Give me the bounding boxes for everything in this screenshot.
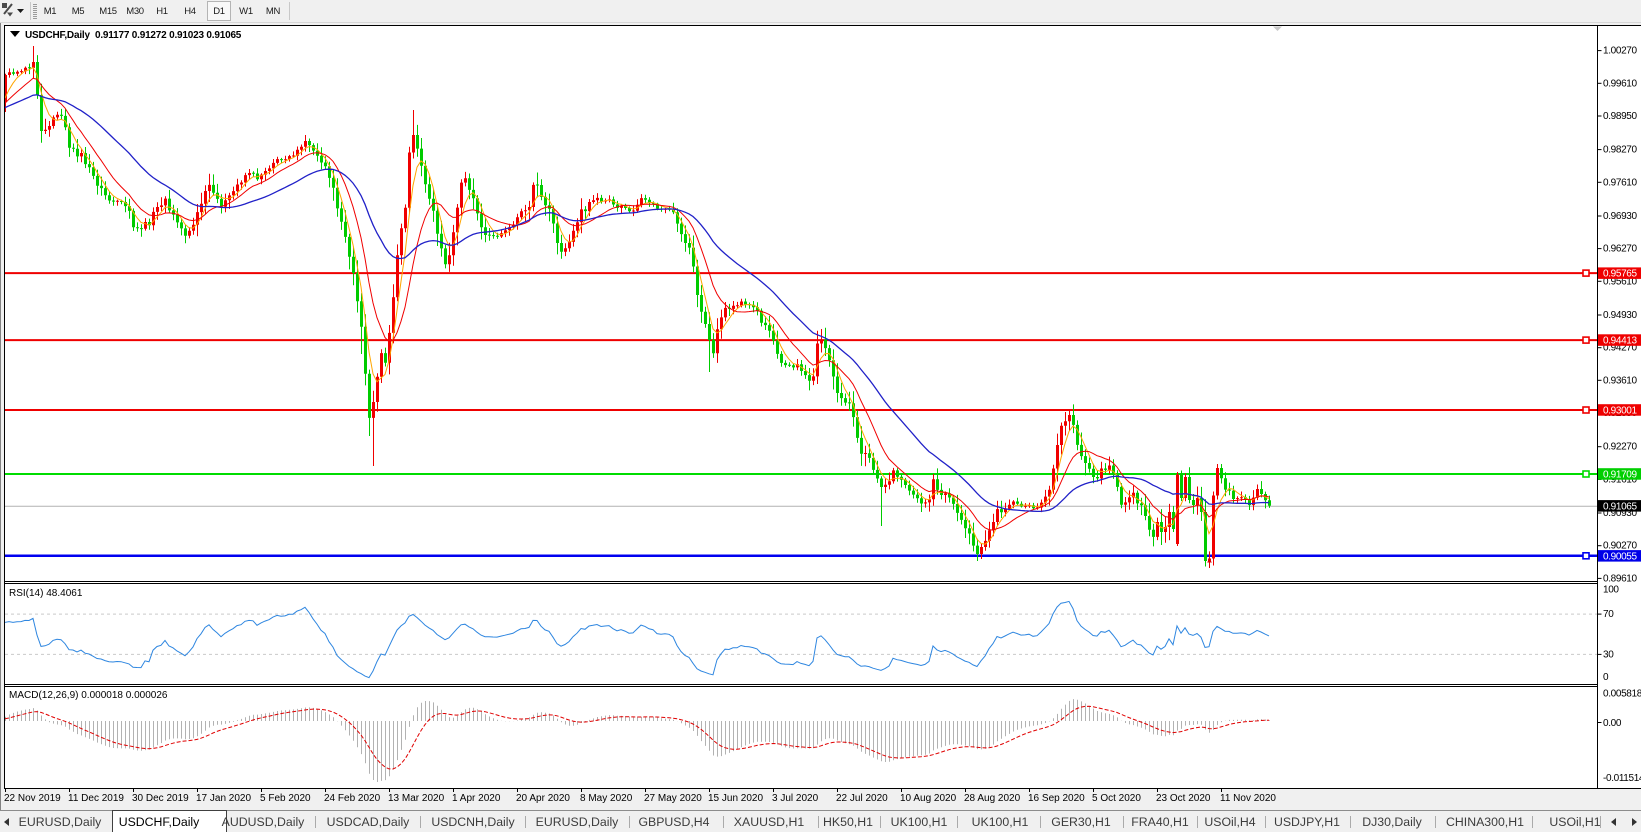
svg-text:0.95610: 0.95610	[1603, 276, 1637, 287]
svg-text:-0.011514: -0.011514	[1603, 773, 1641, 784]
svg-text:13 Mar 2020: 13 Mar 2020	[388, 793, 445, 804]
svg-text:0.93610: 0.93610	[1603, 375, 1637, 386]
svg-text:0.98270: 0.98270	[1603, 145, 1637, 156]
svg-text:16 Sep 2020: 16 Sep 2020	[1028, 793, 1085, 804]
svg-text:3 Jul 2020: 3 Jul 2020	[772, 793, 819, 804]
svg-text:0.96270: 0.96270	[1603, 244, 1637, 255]
svg-text:27 May 2020: 27 May 2020	[644, 793, 702, 804]
svg-text:0.90055: 0.90055	[1603, 551, 1637, 562]
svg-text:0.94270: 0.94270	[1603, 343, 1637, 354]
svg-text:17 Jan 2020: 17 Jan 2020	[196, 793, 251, 804]
svg-text:0.98950: 0.98950	[1603, 111, 1637, 122]
svg-text:0.96930: 0.96930	[1603, 211, 1637, 222]
svg-text:11 Nov 2020: 11 Nov 2020	[1220, 793, 1276, 804]
svg-text:MACD(12,26,9) 0.000018 0.00002: MACD(12,26,9) 0.000018 0.000026	[9, 690, 168, 701]
svg-text:0.95765: 0.95765	[1603, 269, 1637, 280]
svg-text:0.00: 0.00	[1603, 718, 1622, 729]
svg-text:0.94930: 0.94930	[1603, 310, 1637, 321]
svg-text:30 Dec 2019: 30 Dec 2019	[132, 793, 189, 804]
svg-text:0.97610: 0.97610	[1603, 177, 1637, 188]
svg-text:0.90930: 0.90930	[1603, 508, 1637, 519]
svg-text:20 Apr 2020: 20 Apr 2020	[516, 793, 570, 804]
svg-text:USDCHF,Daily 0.91177 0.91272: USDCHF,Daily 0.91177 0.91272 0.91023 0.9…	[25, 30, 242, 41]
svg-text:0.91709: 0.91709	[1603, 470, 1637, 481]
svg-text:15 Jun 2020: 15 Jun 2020	[708, 793, 763, 804]
svg-text:0.99610: 0.99610	[1603, 78, 1637, 89]
svg-text:22 Jul 2020: 22 Jul 2020	[836, 793, 888, 804]
svg-text:0.91610: 0.91610	[1603, 474, 1637, 485]
svg-text:30: 30	[1603, 649, 1614, 660]
svg-text:10 Aug 2020: 10 Aug 2020	[900, 793, 957, 804]
svg-text:24 Feb 2020: 24 Feb 2020	[324, 793, 381, 804]
svg-text:0.94413: 0.94413	[1603, 336, 1637, 347]
svg-text:8 May 2020: 8 May 2020	[580, 793, 633, 804]
svg-text:0: 0	[1603, 672, 1609, 683]
svg-text:0.92270: 0.92270	[1603, 442, 1637, 453]
svg-text:1.00270: 1.00270	[1603, 46, 1637, 57]
svg-text:22 Nov 2019: 22 Nov 2019	[4, 793, 61, 804]
svg-text:0.91065: 0.91065	[1603, 501, 1637, 512]
svg-text:5 Oct 2020: 5 Oct 2020	[1092, 793, 1141, 804]
svg-text:0.93001: 0.93001	[1603, 406, 1637, 417]
svg-text:0.005818: 0.005818	[1603, 689, 1641, 700]
svg-text:23 Oct 2020: 23 Oct 2020	[1156, 793, 1211, 804]
svg-text:0.89610: 0.89610	[1603, 573, 1637, 584]
svg-text:28 Aug 2020: 28 Aug 2020	[964, 793, 1021, 804]
svg-text:11 Dec 2019: 11 Dec 2019	[68, 793, 124, 804]
svg-text:1 Apr 2020: 1 Apr 2020	[452, 793, 501, 804]
svg-text:5 Feb 2020: 5 Feb 2020	[260, 793, 311, 804]
svg-text:100: 100	[1603, 585, 1619, 596]
svg-text:RSI(14) 48.4061: RSI(14) 48.4061	[9, 588, 83, 599]
svg-text:0.90270: 0.90270	[1603, 541, 1637, 552]
svg-text:70: 70	[1603, 609, 1614, 620]
